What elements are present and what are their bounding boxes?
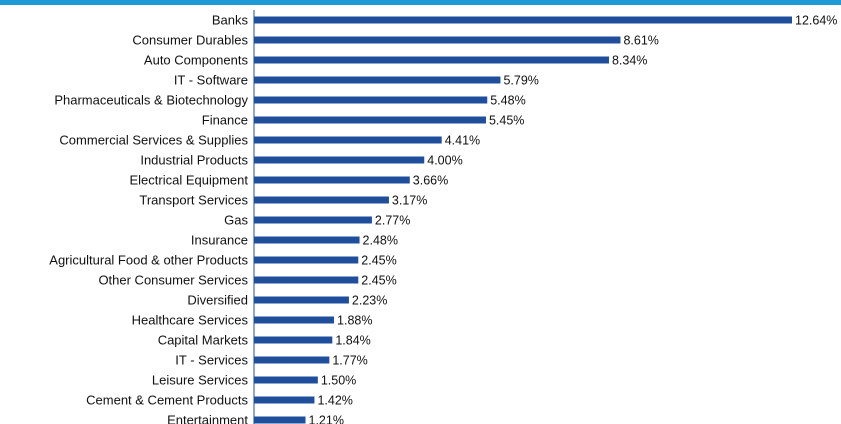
bar xyxy=(254,156,425,164)
bar xyxy=(254,296,349,304)
category-label: Finance xyxy=(202,113,248,128)
category-label: Capital Markets xyxy=(158,333,249,348)
bars-layer: Banks 12.64% Consumer Durables 8.61% Auto Co… xyxy=(49,13,837,424)
category-label: Pharmaceuticals & Biotechnology xyxy=(54,93,248,108)
bar xyxy=(254,176,410,184)
category-label: Transport Services xyxy=(139,193,248,208)
category-label: Auto Components xyxy=(144,53,249,68)
value-label: 5.79% xyxy=(503,74,538,88)
bar xyxy=(254,36,621,44)
category-label: Entertainment xyxy=(167,413,248,424)
value-label: 12.64% xyxy=(795,14,837,28)
top-accent-rule xyxy=(0,0,841,5)
category-label: Agricultural Food & other Products xyxy=(49,253,248,268)
category-label: IT - Services xyxy=(175,353,248,368)
value-label: 1.21% xyxy=(309,414,344,424)
category-label: Electrical Equipment xyxy=(130,173,249,188)
value-label: 4.41% xyxy=(445,134,480,148)
category-label: Industrial Products xyxy=(140,153,248,168)
bar xyxy=(254,376,318,384)
value-label: 2.77% xyxy=(375,214,410,228)
category-label: Cement & Cement Products xyxy=(86,393,248,408)
bar xyxy=(254,356,330,364)
value-label: 1.50% xyxy=(321,374,356,388)
value-label: 3.66% xyxy=(413,174,448,188)
category-label: Other Consumer Services xyxy=(98,273,248,288)
bar xyxy=(254,396,315,404)
category-label: Diversified xyxy=(187,293,248,308)
value-label: 8.61% xyxy=(623,34,658,48)
bar xyxy=(254,196,389,204)
value-label: 1.42% xyxy=(317,394,352,408)
value-label: 4.00% xyxy=(427,154,462,168)
bar xyxy=(254,316,335,324)
category-label: Banks xyxy=(212,13,249,28)
value-label: 5.45% xyxy=(489,114,524,128)
category-label: Leisure Services xyxy=(152,373,249,388)
category-label: IT - Software xyxy=(174,73,248,88)
category-label: Commercial Services & Supplies xyxy=(59,133,248,148)
bar xyxy=(254,276,359,284)
category-label: Gas xyxy=(224,213,248,228)
value-label: 1.77% xyxy=(332,354,367,368)
bar xyxy=(254,96,488,104)
bar xyxy=(254,136,442,144)
value-label: 5.48% xyxy=(490,94,525,108)
value-label: 3.17% xyxy=(392,194,427,208)
bar xyxy=(254,236,360,244)
value-label: 8.34% xyxy=(612,54,647,68)
value-label: 1.88% xyxy=(337,314,372,328)
category-label: Healthcare Services xyxy=(132,313,249,328)
bar xyxy=(254,416,306,424)
value-label: 1.84% xyxy=(335,334,370,348)
bar xyxy=(254,76,501,84)
bar xyxy=(254,216,372,224)
bar xyxy=(254,16,792,24)
bar xyxy=(254,116,486,124)
value-label: 2.23% xyxy=(352,294,387,308)
bar xyxy=(254,336,333,344)
category-label: Insurance xyxy=(191,233,248,248)
bar xyxy=(254,256,359,264)
value-label: 2.45% xyxy=(361,274,396,288)
value-label: 2.45% xyxy=(361,254,396,268)
value-label: 2.48% xyxy=(363,234,398,248)
category-label: Consumer Durables xyxy=(132,33,248,48)
bar xyxy=(254,56,609,64)
